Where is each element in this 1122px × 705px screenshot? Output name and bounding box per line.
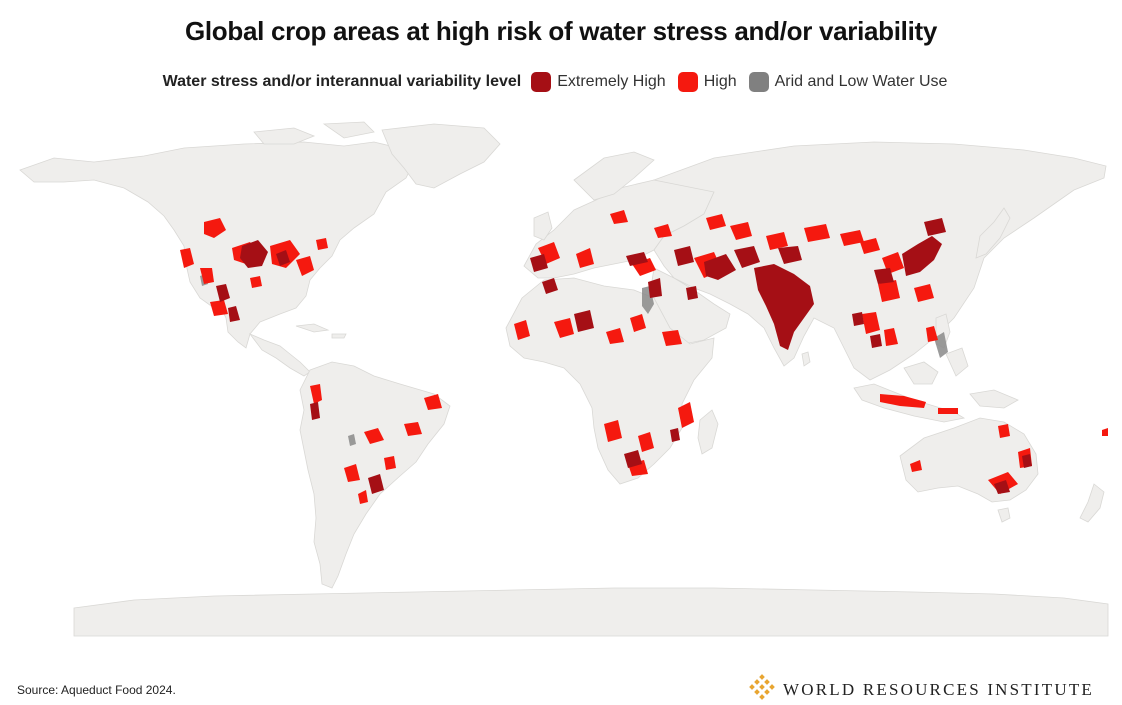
land-sri-lanka — [801, 351, 811, 367]
land-south-america — [299, 361, 451, 589]
land-scandinavia — [573, 151, 655, 201]
source-note: Source: Aqueduct Food 2024. — [17, 683, 176, 697]
land-new-zealand — [1079, 483, 1105, 523]
legend-item-extremely-high: Extremely High — [531, 72, 666, 92]
legend-item-arid: Arid and Low Water Use — [748, 72, 948, 92]
land-masses — [19, 121, 1109, 637]
wri-logo-text: WORLD RESOURCES INSTITUTE — [783, 679, 1094, 699]
land-central-america — [248, 333, 311, 377]
legend-title: Water stress and/or interannual variabil… — [162, 73, 522, 90]
legend-label-high: High — [703, 73, 737, 90]
legend-swatch-high — [677, 72, 698, 92]
land-greenland — [381, 123, 501, 189]
legend-swatch-arid — [748, 72, 769, 92]
land-japan — [975, 207, 1011, 259]
chart-title: Global crop areas at high risk of water … — [184, 16, 938, 46]
land-caribbean — [295, 323, 347, 339]
land-arctic-islands — [253, 121, 375, 145]
legend-swatch-extremely-high — [531, 72, 552, 92]
land-asia — [652, 141, 1107, 381]
legend-label-extremely-high: Extremely High — [557, 73, 666, 90]
land-tasmania — [997, 507, 1011, 523]
land-australia — [899, 417, 1039, 503]
land-antarctica — [73, 587, 1109, 637]
world-map — [19, 121, 1109, 637]
wri-logo: WORLD RESOURCES INSTITUTE — [749, 674, 1094, 705]
legend-label-arid: Arid and Low Water Use — [774, 73, 948, 90]
land-madagascar — [697, 409, 719, 455]
legend: Water stress and/or interannual variabil… — [0, 72, 1122, 92]
wri-knot-logo-icon — [749, 674, 775, 705]
legend-item-high: High — [677, 72, 737, 92]
land-uk — [533, 211, 553, 241]
land-north-america — [19, 141, 415, 349]
risk-areas-extremely-high — [216, 218, 1032, 494]
